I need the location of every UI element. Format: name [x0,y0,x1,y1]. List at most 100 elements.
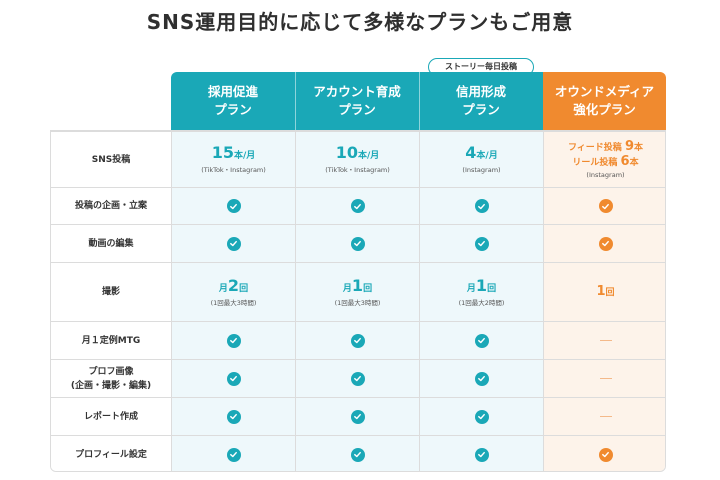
check-circle-icon [350,447,365,462]
value-line: 月1回 [342,275,372,298]
value-number: 15 [211,143,234,162]
value-note: (TikTok・Instagram) [201,166,266,174]
check-circle-icon [350,199,365,213]
plan-comparison-table: 採用促進 プラン アカウント育成 プラン ストーリー毎日投稿 信用形成 プラン … [50,58,666,472]
feed-label: フィード投稿 [567,142,622,153]
reel-line: リール投稿 6本 [572,153,639,170]
row-label: 投稿の企画・立案 [51,188,172,224]
value-note: (TikTok・Instagram) [325,166,390,174]
value-line: 15本/月 [212,144,256,165]
plan-suffix: 強化プラン [573,102,636,117]
row-label: プロフ画像 (企画・撮影・編集) [51,360,172,397]
plan-header-owned-media: オウンドメディア 強化プラン [543,72,666,130]
value-note: (1回最大2時間) [458,298,505,307]
table-row-planning: 投稿の企画・立案 [51,187,665,224]
value-prefix: 月 [218,283,228,294]
plan-name: オウンドメディア [554,84,655,99]
value-note: (1回最大3時間) [210,298,257,307]
cell-plan-2 [296,322,420,359]
check-circle-icon [226,236,241,251]
check-circle-icon [350,333,365,348]
table-row-profile-image: プロフ画像 (企画・撮影・編集) [51,359,665,397]
value-number: 1 [351,275,364,295]
cell-plan-4 [544,436,665,471]
cell-plan-4 [544,225,665,262]
value-note: (Instagram) [462,166,501,174]
cell-plan-2 [296,436,420,471]
table-row-report: レポート作成 [51,397,665,435]
cell-plan-3 [420,436,544,471]
value-number: 4 [465,143,477,162]
value-note: (Instagram) [586,170,625,179]
table-body: SNS投稿 15本/月 (TikTok・Instagram) 10本/月 (Ti… [50,130,666,472]
reel-label: リール投稿 [572,157,618,168]
row-label: 動画の編集 [51,225,172,262]
cell-plan-3 [420,398,544,435]
check-circle-icon [474,447,489,462]
value-note: (1回最大3時間) [334,298,381,307]
cell-plan-2 [296,188,420,224]
value-line: 1回 [596,284,614,300]
cell-plan-1 [172,322,296,359]
dash-icon [599,415,612,418]
cell-plan-2 [296,398,420,435]
check-circle-icon [226,447,241,462]
sns-posts-value: 10本/月 (TikTok・Instagram) [296,132,420,187]
table-row-monthly-mtg: 月１定例MTG [51,321,665,359]
plan-header-account: アカウント育成 プラン [295,72,419,130]
cell-plan-4 [544,398,665,435]
plan-suffix: プラン [462,102,500,117]
check-circle-icon [350,236,365,251]
cell-plan-2 [296,225,420,262]
check-circle-icon [474,236,489,251]
cell-plan-1 [172,398,296,435]
row-label: 月１定例MTG [51,322,172,359]
cell-plan-4 [544,360,665,397]
row-label-line1: プロフ画像 [88,366,134,377]
cell-plan-1 [172,188,296,224]
cell-plan-3 [420,360,544,397]
row-label: プロフィール設定 [51,436,172,471]
row-label: レポート作成 [51,398,172,435]
check-circle-icon [226,409,241,424]
check-circle-icon [474,199,489,213]
value-line: 月2回 [218,275,249,298]
value-unit: 回 [239,283,249,294]
value-unit: 本/月 [357,151,380,161]
shooting-value: 月1回 (1回最大2時間) [420,263,544,321]
sns-posts-value: 15本/月 (TikTok・Instagram) [172,132,296,187]
sns-posts-value-owned-media: フィード投稿 9 本 リール投稿 6本 (Instagram) [544,132,665,187]
value-number: 2 [227,275,240,295]
check-circle-icon [474,371,489,386]
shooting-value-owned-media: 1回 [544,263,665,321]
table-row-shooting: 撮影 月2回 (1回最大3時間) 月1回 (1回最大3時間) 月1回 (1回最大… [51,262,665,321]
value-prefix: 月 [342,283,352,294]
page-title: SNS運用目的に応じて多様なプランもご用意 [146,10,574,34]
table-row-editing: 動画の編集 [51,224,665,262]
cell-plan-1 [172,360,296,397]
plan-header-trust: 信用形成 プラン [419,72,543,130]
reel-number: 6 [620,153,630,169]
shooting-value: 月2回 (1回最大3時間) [172,263,296,321]
header-divider [419,72,420,130]
check-circle-icon [474,333,489,348]
sns-posts-value: 4本/月 (Instagram) [420,132,544,187]
value-line: 10本/月 [336,144,380,165]
plan-header-recruit: 採用促進 プラン [171,72,295,130]
cell-plan-3 [420,225,544,262]
check-circle-icon [226,333,241,348]
plan-suffix: プラン [214,102,252,117]
row-label: SNS投稿 [51,132,172,187]
table-row-sns-posts: SNS投稿 15本/月 (TikTok・Instagram) 10本/月 (Ti… [51,131,665,187]
plan-name: 信用形成 [455,84,506,99]
value-unit: 本/月 [476,151,498,161]
plan-suffix: プラン [338,102,376,117]
feed-number: 9 [624,138,634,154]
cell-plan-3 [420,188,544,224]
cell-plan-1 [172,225,296,262]
reel-unit: 本 [629,157,639,168]
shooting-value: 月1回 (1回最大3時間) [296,263,420,321]
plan-name: アカウント育成 [313,84,401,99]
cell-plan-1 [172,436,296,471]
value-prefix: 月 [466,283,476,294]
